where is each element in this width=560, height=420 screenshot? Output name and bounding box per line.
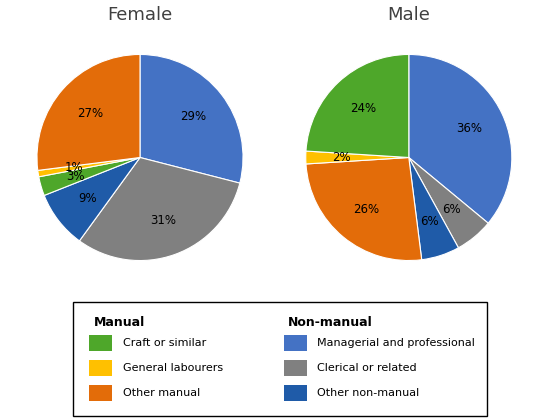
Title: Male: Male [388,6,430,24]
Text: Non-manual: Non-manual [288,316,373,329]
Wedge shape [140,55,243,183]
Text: Other non-manual: Other non-manual [318,388,419,398]
Text: 26%: 26% [353,202,379,215]
Bar [284,335,307,351]
Text: 27%: 27% [77,107,103,120]
Bar [90,335,112,351]
Wedge shape [409,158,459,260]
Text: Craft or similar: Craft or similar [123,338,206,348]
Text: 24%: 24% [350,102,376,115]
Text: 1%: 1% [64,161,83,174]
Wedge shape [37,55,140,171]
FancyBboxPatch shape [73,302,487,416]
Text: 3%: 3% [67,170,85,183]
Text: 6%: 6% [442,202,461,215]
Text: General labourers: General labourers [123,363,223,373]
Wedge shape [409,55,512,223]
Text: 31%: 31% [150,214,176,227]
Wedge shape [44,158,140,241]
Wedge shape [409,158,488,248]
Bar [284,385,307,401]
Bar [90,385,112,401]
Text: Manual: Manual [94,316,145,329]
Wedge shape [306,158,422,260]
Wedge shape [38,158,140,177]
Wedge shape [306,151,409,164]
Text: 2%: 2% [333,151,351,164]
Text: 6%: 6% [420,215,439,228]
Text: 9%: 9% [78,192,96,205]
Wedge shape [80,158,240,260]
Text: Other manual: Other manual [123,388,200,398]
Text: Managerial and professional: Managerial and professional [318,338,475,348]
Text: Clerical or related: Clerical or related [318,363,417,373]
Text: 29%: 29% [180,110,206,123]
Text: 36%: 36% [456,123,482,136]
Title: Female: Female [108,6,172,24]
Wedge shape [39,158,140,195]
Bar [284,360,307,376]
Bar [90,360,112,376]
Wedge shape [306,55,409,158]
